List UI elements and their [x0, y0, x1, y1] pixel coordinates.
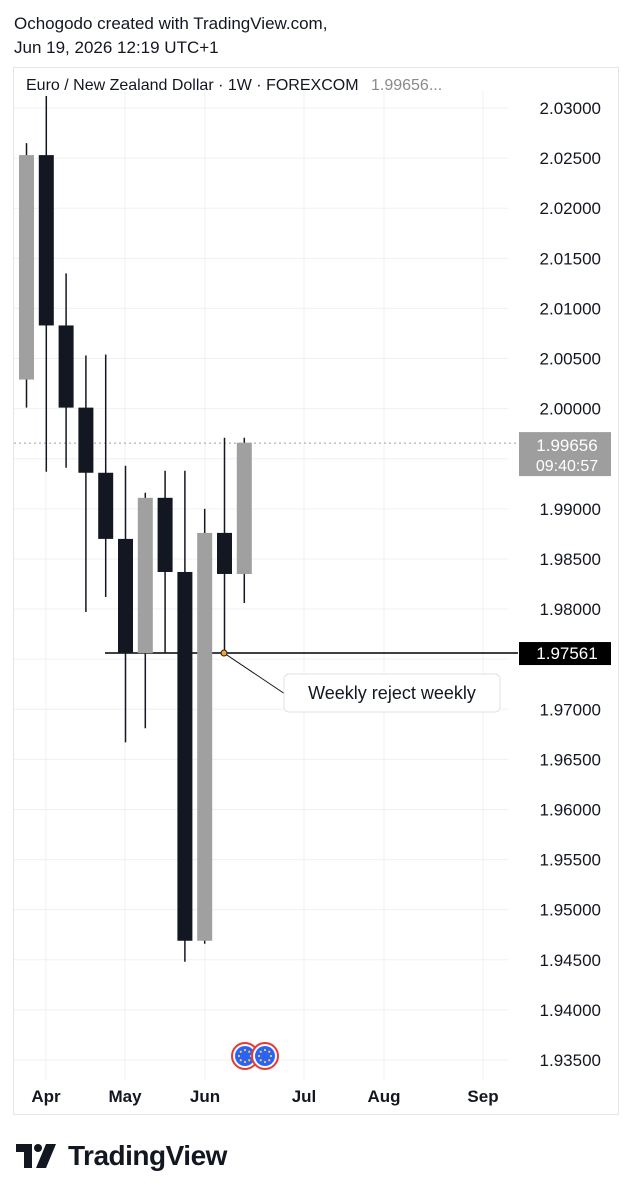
y-tick-label: 2.02500	[540, 149, 601, 168]
y-tick-label: 2.02000	[540, 199, 601, 218]
candle	[38, 95, 54, 472]
timestamp-line: Jun 19, 2026 12:19 UTC+1	[14, 38, 219, 57]
y-tick-label: 2.01500	[540, 249, 601, 268]
x-tick-label: Jun	[190, 1087, 220, 1106]
candle	[19, 143, 34, 408]
y-tick-label: 2.00000	[540, 400, 601, 419]
event-icons[interactable]	[231, 1042, 279, 1070]
level-tag-box	[519, 642, 611, 666]
y-axis-ticks: 2.03000 2.02500 2.02000 2.01500 2.01000 2.005…	[540, 99, 601, 1070]
callout-box	[283, 673, 501, 713]
y-tick-label: 1.94500	[540, 951, 601, 970]
author-line: Ochogodo created with TradingView.com,	[14, 14, 328, 33]
x-tick-label: Aug	[367, 1087, 400, 1106]
level-tag-value: 1.97561	[536, 644, 597, 663]
candle	[236, 437, 252, 604]
price-tag: 1.99656 09:40:57	[519, 432, 611, 477]
footer-branding: TradingView	[16, 1140, 227, 1172]
candle	[217, 437, 232, 654]
candle	[98, 354, 114, 598]
candle-body	[58, 325, 74, 408]
y-tick-label: 2.01000	[540, 299, 601, 318]
callout-anchor	[220, 649, 228, 657]
symbol-last-price: 1.99656...	[370, 77, 443, 94]
chart-credit: Ochogodo created with TradingView.com, J…	[14, 12, 327, 60]
candle-body	[19, 155, 34, 380]
candle	[78, 355, 94, 613]
candles	[19, 95, 252, 962]
candle-body	[197, 532, 213, 941]
candle	[177, 470, 193, 962]
x-tick-label: Apr	[31, 1087, 61, 1106]
candle	[197, 508, 213, 944]
y-tick-label: 1.99000	[540, 500, 601, 519]
tradingview-brand: TradingView	[68, 1140, 227, 1171]
callout-pointer	[223, 652, 286, 695]
candle	[118, 465, 133, 743]
price-tag-countdown: 09:40:57	[536, 458, 598, 475]
y-tick-label: 1.94000	[540, 1001, 601, 1020]
y-tick-label: 1.98000	[540, 600, 601, 619]
symbol-name: Euro / New Zealand Dollar · 1W · FOREXCO…	[26, 77, 359, 94]
candle-body	[137, 497, 153, 654]
y-tick-label: 2.03000	[540, 99, 601, 118]
y-tick-label: 1.96000	[540, 800, 601, 819]
price-tag-box	[519, 432, 611, 477]
y-tick-label: 1.97000	[540, 700, 601, 719]
candle-body	[98, 472, 114, 539]
candle-body	[118, 538, 133, 654]
annotation-callout[interactable]: Weekly reject weekly	[220, 649, 501, 713]
price-tag-value: 1.99656	[536, 436, 597, 455]
candle	[137, 492, 153, 729]
y-tick-label: 1.95500	[540, 851, 601, 870]
candle-body	[177, 571, 193, 941]
eu-flag-event-icon	[251, 1042, 279, 1070]
grid-lines	[14, 90, 508, 1080]
callout-text: Weekly reject weekly	[308, 683, 476, 703]
candle-body	[157, 497, 173, 572]
tradingview-logo-icon	[16, 1144, 56, 1168]
candle-body	[236, 442, 252, 574]
x-tick-label: May	[108, 1087, 142, 1106]
y-tick-label: 1.95000	[540, 901, 601, 920]
y-tick-label: 2.00500	[540, 350, 601, 369]
y-tick-label: 1.98500	[540, 550, 601, 569]
y-tick-label: 1.93500	[540, 1051, 601, 1070]
candle-body	[78, 407, 94, 473]
candle-body	[217, 532, 232, 574]
y-tick-label: 1.96500	[540, 750, 601, 769]
chart-frame	[13, 67, 619, 1115]
candle	[58, 273, 74, 468]
symbol-legend[interactable]: Euro / New Zealand Dollar · 1W · FOREXCO…	[26, 77, 442, 95]
candle-body	[38, 155, 54, 326]
candle	[157, 470, 173, 654]
x-axis-ticks: Apr May Jun Jul Aug Sep	[31, 1087, 498, 1106]
x-tick-label: Sep	[467, 1087, 498, 1106]
level-tag: 1.97561	[519, 642, 611, 666]
x-tick-label: Jul	[292, 1087, 317, 1106]
eu-flag-event-icon	[231, 1042, 259, 1070]
